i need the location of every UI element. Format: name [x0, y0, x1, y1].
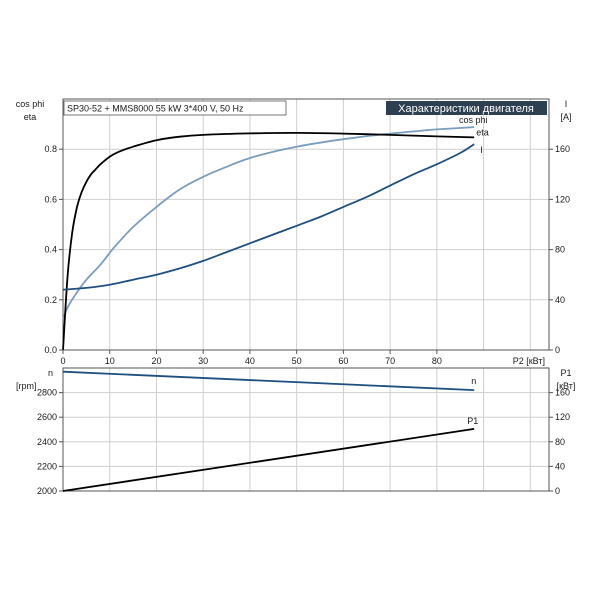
- left-axis-label: eta: [24, 112, 37, 122]
- x-tick-label: 50: [292, 356, 302, 366]
- left-tick-label: 0.6: [44, 194, 57, 204]
- right-axis-label: P1: [560, 368, 571, 378]
- right-tick-label: 40: [555, 461, 565, 471]
- chart-title: Характеристики двигателя: [398, 103, 534, 115]
- x-tick-label: 30: [198, 356, 208, 366]
- right-tick-label: 120: [555, 194, 570, 204]
- left-tick-label: 0.4: [44, 245, 57, 255]
- x-tick-label: 20: [151, 356, 161, 366]
- left-tick-label: 2600: [37, 412, 57, 422]
- right-axis-label: I: [565, 99, 568, 109]
- left-tick-label: 0.0: [44, 345, 57, 355]
- series-label-p1: P1: [467, 416, 478, 426]
- left-tick-label: 2400: [37, 437, 57, 447]
- model-box: [63, 100, 287, 116]
- right-tick-label: 80: [555, 437, 565, 447]
- grid-lines: [62, 98, 550, 492]
- title-banner: [386, 101, 547, 115]
- series-label-cos-phi: cos phi: [459, 115, 488, 125]
- right-tick-label: 80: [555, 245, 565, 255]
- left-axis-label: [rpm]: [16, 381, 37, 391]
- model-label: SP30-52 + MMS8000 55 kW 3*400 V, 50 Hz: [67, 104, 244, 114]
- x-tick-label: 70: [385, 356, 395, 366]
- series-label-eta: eta: [476, 127, 489, 137]
- x-axis-label: P2 [кВт]: [513, 356, 545, 366]
- x-tick-label: 40: [245, 356, 255, 366]
- left-tick-label: 0.8: [44, 144, 57, 154]
- axis-labels: 0.0 0.2 0.4 0.6 0.8 0 40 80 120 160 cos phi eta I [A]…: [16, 99, 576, 496]
- right-axis-label: [A]: [560, 112, 571, 122]
- series-line-p1: [62, 428, 475, 492]
- right-axis-label: [кВт]: [557, 381, 576, 391]
- x-tick-label: 10: [105, 356, 115, 366]
- left-tick-label: 2800: [37, 388, 57, 398]
- series-line-eta: [62, 131, 475, 351]
- left-tick-label: 0.2: [44, 295, 57, 305]
- x-tick-label: 80: [432, 356, 442, 366]
- right-tick-label: 120: [555, 412, 570, 422]
- right-tick-label: 160: [555, 144, 570, 154]
- plot-frame: [62, 98, 550, 351]
- x-tick-label: 60: [338, 356, 348, 366]
- series-label-n: n: [471, 376, 476, 386]
- left-tick-label: 2200: [37, 461, 57, 471]
- series-line-n: [62, 370, 475, 391]
- right-tick-label: 0: [555, 486, 560, 496]
- left-tick-label: 2000: [37, 486, 57, 496]
- plot-frame: [62, 367, 550, 492]
- series-label-i: I: [480, 145, 483, 155]
- right-tick-label: 160: [555, 388, 570, 398]
- series-lines: [62, 126, 475, 492]
- left-axis-label: n: [48, 368, 53, 378]
- left-axis-label: cos phi: [16, 99, 45, 109]
- right-tick-label: 40: [555, 295, 565, 305]
- right-tick-label: 0: [555, 345, 560, 355]
- x-tick-label: 0: [60, 356, 65, 366]
- series-line-i: [62, 143, 475, 291]
